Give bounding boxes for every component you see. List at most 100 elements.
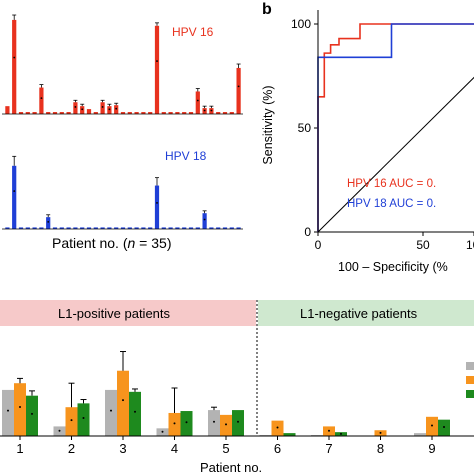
hpv16-bar-32 [216, 112, 221, 114]
hpv18-bar-22 [148, 227, 153, 229]
grouped-bar-1-1 [14, 383, 26, 436]
hpv16-point-15 [101, 106, 104, 108]
hpv16-bar-5 [32, 112, 37, 114]
hpv16-bar-27 [182, 112, 187, 114]
hpv16-bar-14 [93, 112, 98, 114]
grouped-bar-5-0 [208, 410, 220, 436]
grouped-x-tick-label-1: 1 [16, 441, 23, 456]
hpv16-bar-6 [39, 87, 44, 114]
hpv16-point-6 [40, 97, 43, 100]
hpv16-bar-24 [161, 112, 166, 114]
hpv18-bar-20 [134, 227, 139, 229]
grouped-bar-3-1 [117, 370, 129, 436]
grouped-x-tick-label-8: 8 [377, 441, 384, 456]
hpv16-bar-23 [154, 25, 160, 114]
grouped-bar-5-1 [220, 414, 232, 436]
panel-label-b: b [262, 1, 272, 18]
grouped-point-8-1 [379, 431, 382, 434]
grouped-point-5-0 [213, 420, 215, 423]
hpv18-bar-13 [86, 227, 92, 229]
roc-legend-hpv16: HPV 16 AUC = 0. [347, 178, 436, 190]
grouped-bar-4-2 [180, 411, 193, 436]
grouped-bar-9-0 [414, 433, 426, 436]
hpv18-x-axis-label: Patient no. (n = 35) [52, 235, 172, 251]
hpv16-bar-9 [59, 112, 64, 114]
grouped-bar-4-1 [168, 412, 181, 436]
hpv18-bar-15 [100, 227, 105, 229]
grouped-bar-1-0 [2, 389, 14, 436]
hpv16-point-11 [74, 106, 77, 108]
grouped-point-7-2 [340, 432, 342, 435]
grouped-x-tick-label-2: 2 [68, 441, 75, 456]
roc-y-tick-label-50: 50 [298, 121, 312, 135]
grouped-point-4-2 [185, 421, 188, 424]
roc-line-2 [317, 76, 474, 233]
hpv18-bar-7 [46, 217, 51, 229]
grouped-point-2-0 [58, 429, 61, 432]
hpv16-bar-8 [52, 112, 58, 114]
hpv16-bar-1 [5, 106, 10, 114]
grouped-point-9-2 [443, 426, 445, 429]
hpv18-bar-10 [66, 227, 71, 229]
grouped-point-7-1 [328, 429, 330, 432]
grouped-point-1-2 [31, 412, 33, 415]
hpv16-point-29 [196, 99, 199, 102]
hpv16-bar-26 [175, 112, 180, 114]
hpv16-point-30 [203, 109, 206, 112]
hpv16-bar-20 [134, 112, 139, 114]
hpv16-point-2 [13, 56, 16, 59]
hpv16-bar-21 [141, 112, 146, 114]
hpv18-bar-35 [236, 227, 241, 229]
hpv16-bar-19 [127, 112, 132, 114]
hpv16-point-23 [156, 60, 158, 62]
grouped-bar-1-2 [26, 395, 38, 436]
hpv18-bar-3 [18, 227, 24, 229]
hpv18-bar-1 [5, 227, 10, 229]
hpv16-bar-18 [120, 112, 126, 114]
hpv18-bar-19 [127, 227, 132, 229]
group-header-l1-positive [0, 300, 256, 326]
hpv18-bar-25 [168, 227, 173, 229]
hpv18-bar-26 [175, 227, 180, 229]
roc-line-0 [317, 23, 474, 232]
group-label-l1-positive: L1-positive patients [58, 306, 171, 321]
hpv16-point-31 [210, 109, 213, 112]
hpv18-bar-21 [141, 227, 146, 229]
hpv16-bar-2 [12, 19, 17, 115]
grouped-bar-2-1 [65, 407, 78, 436]
hpv18-legend-label: HPV 18 [165, 149, 207, 163]
grouped-point-5-1 [225, 423, 227, 426]
hpv16-bar-34 [229, 112, 234, 114]
roc-x-axis-label: 100 – Specificity (% [338, 260, 448, 274]
grouped-x-tick-label-4: 4 [171, 441, 178, 456]
roc-legend-hpv18: HPV 18 AUC = 0. [347, 198, 436, 210]
hpv16-point-17 [115, 107, 118, 110]
legend-swatch-orange [466, 376, 474, 384]
grouped-x-tick-label-6: 6 [274, 441, 281, 456]
hpv18-bar-8 [52, 227, 58, 229]
roc-y-axis-label: Sensitivity (%) [261, 85, 275, 164]
hpv18-bar-5 [32, 227, 37, 229]
hpv18-bar-18 [120, 227, 126, 229]
hpv18-bar-31 [209, 227, 214, 229]
roc-x-tick-label-2: 10 [466, 238, 474, 252]
grouped-point-1-0 [7, 409, 9, 412]
hpv18-bar-27 [182, 227, 187, 229]
hpv16-bar-22 [148, 112, 153, 114]
hpv16-point-16 [108, 108, 111, 111]
hpv16-bar-29 [195, 91, 200, 114]
grouped-x-tick-label-7: 7 [325, 441, 332, 456]
hpv18-bar-11 [73, 227, 78, 229]
hpv16-bar-13 [86, 109, 92, 114]
grouped-point-5-2 [237, 420, 239, 423]
hpv18-bar-2 [12, 165, 17, 229]
hpv16-bar-10 [66, 112, 71, 114]
hpv18-bar-4 [25, 227, 30, 229]
hpv16-bar-28 [188, 112, 194, 114]
hpv16-point-35 [237, 85, 240, 88]
hpv16-bar-33 [222, 112, 228, 114]
grouped-x-axis-label: Patient no. [200, 460, 262, 474]
hpv16-bar-7 [46, 112, 51, 114]
hpv18-bar-6 [39, 227, 44, 229]
